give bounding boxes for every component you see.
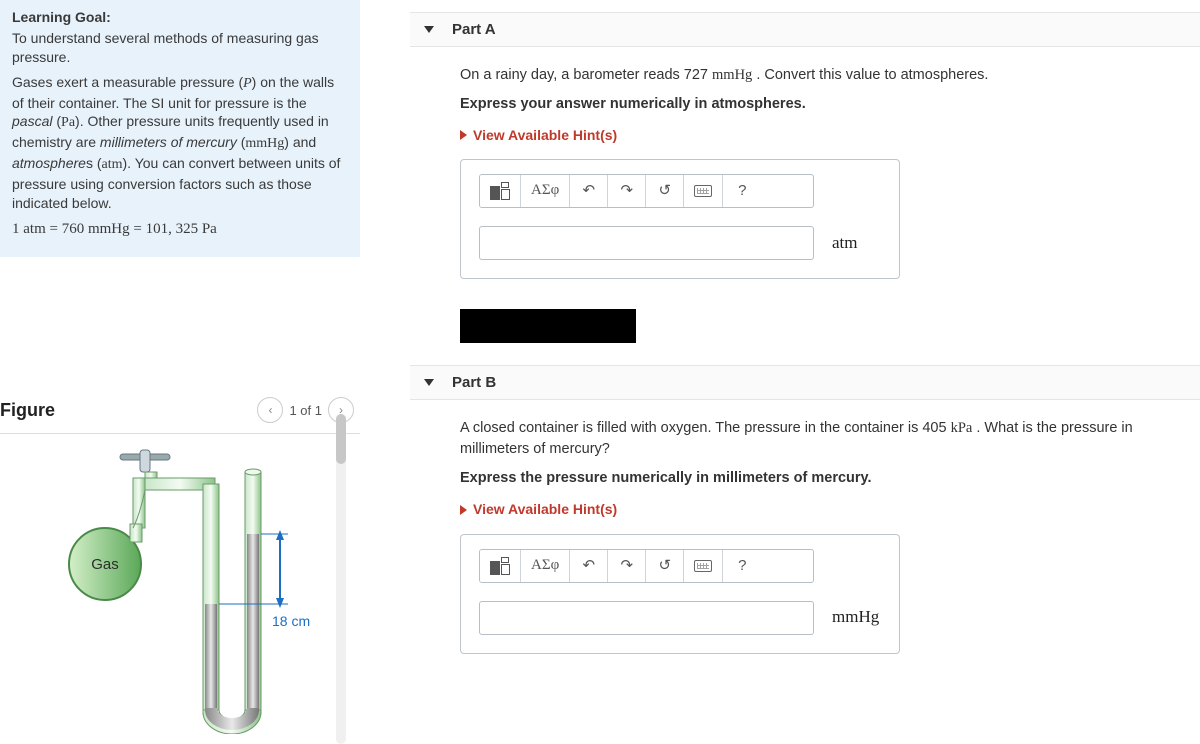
figure-scrollbar-thumb[interactable] xyxy=(336,414,346,464)
part-b-toolbar: ΑΣφ ↶ ↷ ↺ ? xyxy=(479,549,814,583)
part-a-question: On a rainy day, a barometer reads 727 mm… xyxy=(460,65,1190,86)
part-a-unit: atm xyxy=(832,231,858,256)
reset-button[interactable]: ↺ xyxy=(646,550,684,582)
height-label: 18 cm xyxy=(272,613,310,629)
undo-button[interactable]: ↶ xyxy=(570,550,608,582)
part-b-header[interactable]: Part B xyxy=(410,365,1200,400)
keyboard-button[interactable] xyxy=(684,550,723,582)
part-b-title: Part B xyxy=(452,374,496,391)
gas-label: Gas xyxy=(91,556,119,573)
redacted-bar xyxy=(460,309,636,343)
reset-button[interactable]: ↺ xyxy=(646,175,684,207)
help-button[interactable]: ? xyxy=(723,550,761,582)
learning-goal-text: To understand several methods of measuri… xyxy=(12,29,348,67)
part-a-instruction: Express your answer numerically in atmos… xyxy=(460,94,1190,115)
figure-title: Figure xyxy=(0,400,55,421)
learning-goal-title: Learning Goal: xyxy=(12,8,348,27)
greek-button[interactable]: ΑΣφ xyxy=(521,550,570,582)
templates-button[interactable] xyxy=(480,550,521,582)
keyboard-button[interactable] xyxy=(684,175,723,207)
greek-button[interactable]: ΑΣφ xyxy=(521,175,570,207)
redo-button[interactable]: ↷ xyxy=(608,175,646,207)
caret-down-icon xyxy=(424,26,434,33)
figure-divider xyxy=(0,433,360,434)
help-button[interactable]: ? xyxy=(723,175,761,207)
part-a-header[interactable]: Part A xyxy=(410,12,1200,47)
part-b-body: A closed container is filled with oxygen… xyxy=(410,400,1200,669)
figure-body: Gas 18 cm xyxy=(0,444,340,744)
undo-button[interactable]: ↶ xyxy=(570,175,608,207)
figure-counter: 1 of 1 xyxy=(289,403,322,418)
keyboard-icon xyxy=(694,185,712,197)
part-b-unit: mmHg xyxy=(832,605,879,630)
part-b-question: A closed container is filled with oxygen… xyxy=(460,418,1190,460)
part-a-body: On a rainy day, a barometer reads 727 mm… xyxy=(410,47,1200,295)
right-column: Part A On a rainy day, a barometer reads… xyxy=(360,0,1200,684)
figure-prev-button[interactable]: ‹ xyxy=(257,397,283,423)
part-a-title: Part A xyxy=(452,21,496,38)
part-a-answer-box: ΑΣφ ↶ ↷ ↺ ? atm xyxy=(460,159,900,279)
part-b-instruction: Express the pressure numerically in mill… xyxy=(460,468,1190,489)
keyboard-icon xyxy=(694,560,712,572)
left-column: Learning Goal: To understand several met… xyxy=(0,0,360,684)
part-a-hints-toggle[interactable]: View Available Hint(s) xyxy=(460,125,1190,145)
part-a-toolbar: ΑΣφ ↶ ↷ ↺ ? xyxy=(479,174,814,208)
learning-goal-box: Learning Goal: To understand several met… xyxy=(0,0,360,257)
triangle-right-icon xyxy=(460,505,467,515)
figure-scrollbar[interactable] xyxy=(336,414,346,744)
caret-down-icon xyxy=(424,379,434,386)
figure-header: Figure ‹ 1 of 1 › xyxy=(0,387,360,429)
part-b-answer-input[interactable] xyxy=(479,601,814,635)
redo-button[interactable]: ↷ xyxy=(608,550,646,582)
templates-button[interactable] xyxy=(480,175,521,207)
conversion-equation: 1 atm = 760 mmHg = 101, 325 Pa xyxy=(12,219,348,239)
part-a-answer-input[interactable] xyxy=(479,226,814,260)
learning-para2: Gases exert a measurable pressure (P) on… xyxy=(12,73,348,213)
part-b-answer-box: ΑΣφ ↶ ↷ ↺ ? mmHg xyxy=(460,534,900,654)
part-b-hints-toggle[interactable]: View Available Hint(s) xyxy=(460,499,1190,519)
triangle-right-icon xyxy=(460,130,467,140)
manometer-figure: Gas 18 cm xyxy=(20,444,320,734)
